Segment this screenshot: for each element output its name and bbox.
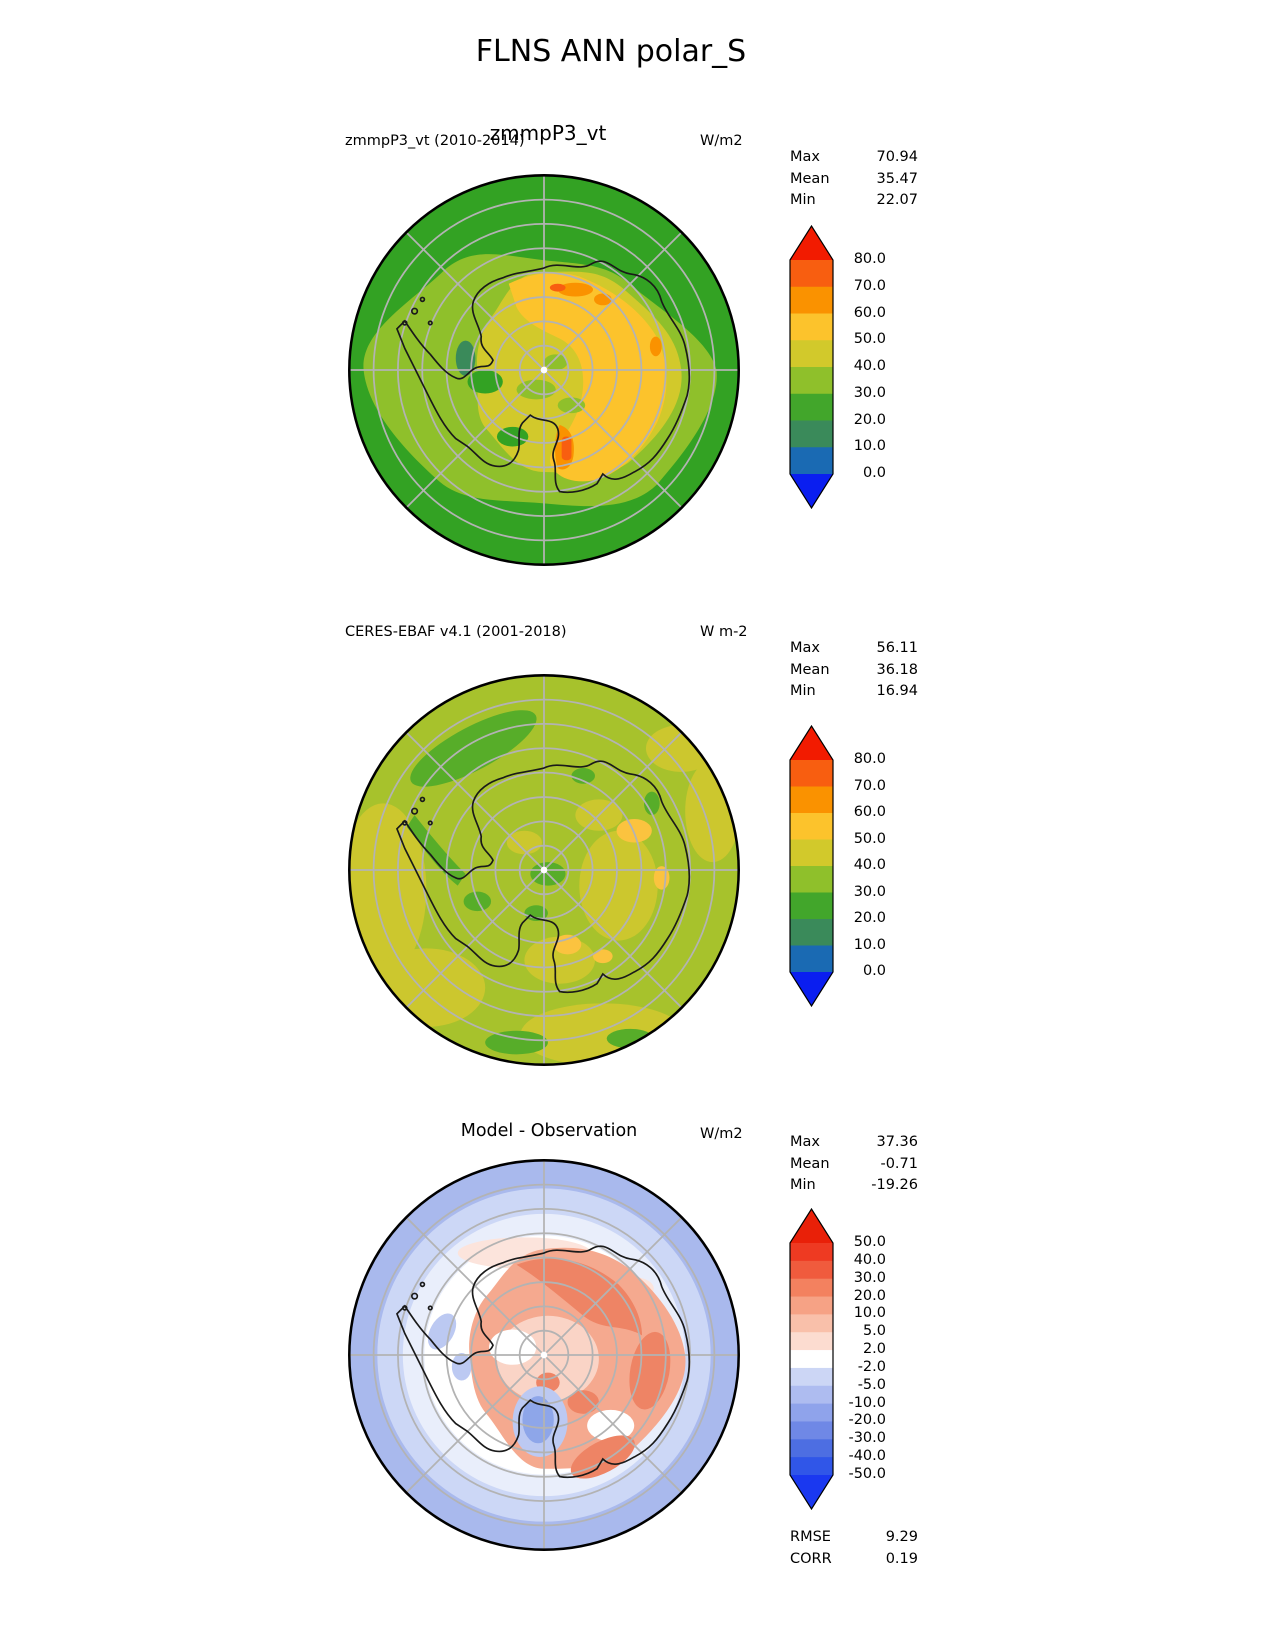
colorbar-tick-label: -30.0	[848, 1430, 886, 1447]
stat-value: 37.36	[876, 1134, 918, 1150]
stat-label: Min	[790, 192, 816, 208]
panel1-units: W/m2	[700, 133, 743, 149]
stat-row: Min -19.26	[790, 1175, 918, 1197]
coastline	[395, 760, 691, 994]
colorbar-tick-label: 40.0	[853, 857, 886, 873]
stat-value: 56.11	[876, 640, 918, 656]
stat-row: Mean 35.47	[790, 169, 918, 191]
stat-label: Min	[790, 1177, 816, 1193]
colorbar-tick-label: 0.0	[862, 465, 886, 481]
colorbar-tick-label: -2.0	[857, 1358, 886, 1375]
stat-row: Max 37.36	[790, 1132, 918, 1154]
colorbar-tick-label: 80.0	[853, 751, 886, 767]
colorbar-tick-label: 10.0	[853, 438, 886, 455]
panel2-units: W m-2	[700, 624, 748, 640]
metric-value: 0.19	[885, 1550, 918, 1567]
colorbar-tick-label: -5.0	[857, 1376, 886, 1393]
footer-metrics: RMSE 9.29 CORR 0.19	[790, 1527, 918, 1570]
stat-label: Min	[790, 683, 816, 699]
stat-row: Min 22.07	[790, 190, 918, 212]
colorbar-tick-label: 70.0	[853, 777, 886, 794]
stat-label: Mean	[790, 661, 830, 678]
colorbar-tick-label: 30.0	[853, 883, 886, 900]
panel1-subtitle: zmmpP3_vt (2010-2014)	[345, 133, 525, 149]
metric-row: CORR 0.19	[790, 1549, 918, 1571]
colorbar-tick-label: 20.0	[853, 411, 886, 428]
pole-dot	[540, 1351, 548, 1359]
map1-field	[349, 175, 739, 565]
stat-row: Mean 36.18	[790, 660, 918, 682]
colorbar-model: 80.0 70.0 60.0 50.0 40.0 30.0 20.0 10.0 0.0	[789, 225, 929, 509]
colorbar-tick-label: 10.0	[853, 1305, 886, 1322]
metric-label: CORR	[790, 1550, 832, 1567]
panel2-title: CERES-EBAF v4.1 (2001-2018)	[345, 624, 567, 640]
stat-row: Min 16.94	[790, 681, 918, 703]
stat-label: Mean	[790, 170, 830, 187]
stat-label: Mean	[790, 1155, 830, 1172]
colorbar-tick-label: 2.0	[862, 1341, 886, 1358]
colorbar-tick-label: 20.0	[853, 910, 886, 926]
colorbar-svg	[789, 225, 834, 509]
colorbar-svg	[789, 725, 834, 1007]
colorbar-tick-label: -20.0	[848, 1412, 886, 1429]
panel3-units: W/m2	[700, 1126, 743, 1142]
map1-outline	[348, 174, 740, 566]
colorbar-tick-label: 60.0	[853, 304, 886, 321]
metric-value: 9.29	[885, 1529, 918, 1545]
stat-value: -19.26	[871, 1177, 918, 1193]
stat-row: Max 70.94	[790, 147, 918, 169]
colorbar-tick-label: 70.0	[853, 277, 886, 294]
colorbar-tick-label: 50.0	[853, 1234, 886, 1250]
colorbar-tick-label: 20.0	[853, 1287, 886, 1304]
colorbar-tick-label: 40.0	[853, 358, 886, 374]
map-difference-panel	[348, 1159, 740, 1551]
panel2-stats: Max 56.11 Mean 36.18 Min 16.94	[790, 638, 918, 703]
map3-outline	[348, 1159, 740, 1551]
stat-label: Max	[790, 149, 820, 165]
colorbar-tick-label: 50.0	[853, 331, 886, 348]
coastline	[395, 260, 691, 494]
colorbar-tick-label: 60.0	[853, 804, 886, 820]
map2-outline	[348, 674, 740, 1066]
panel1-title: zmmpP3_vt	[489, 121, 607, 145]
pole-dot	[540, 366, 548, 374]
metric-row: RMSE 9.29	[790, 1527, 918, 1549]
colorbar-tick-label: 30.0	[853, 384, 886, 401]
panel3-title: Model - Observation	[460, 1121, 638, 1141]
figure-title: FLNS ANN polar_S	[475, 34, 747, 69]
colorbar-tick-label: 30.0	[853, 1269, 886, 1286]
stat-label: Max	[790, 640, 820, 656]
stat-label: Max	[790, 1134, 820, 1150]
colorbar-tick-label: 80.0	[853, 251, 886, 267]
stat-row: Mean -0.71	[790, 1154, 918, 1176]
colorbar-tick-label: -50.0	[848, 1466, 886, 1482]
stat-value: -0.71	[880, 1155, 918, 1172]
stat-value: 22.07	[876, 192, 918, 208]
colorbar-tick-label: -10.0	[848, 1394, 886, 1411]
stat-value: 35.47	[876, 170, 918, 187]
map3-field	[349, 1160, 739, 1550]
colorbar-tick-label: 0.0	[862, 963, 886, 979]
colorbar-observation: 80.0 70.0 60.0 50.0 40.0 30.0 20.0 10.0 0.0	[789, 725, 929, 1007]
colorbar-tick-label: 5.0	[862, 1323, 886, 1340]
colorbar-tick-label: -40.0	[848, 1448, 886, 1465]
coastline	[395, 1245, 691, 1479]
panel3-stats: Max 37.36 Mean -0.71 Min -19.26	[790, 1132, 918, 1197]
map-observation-panel	[348, 674, 740, 1066]
metric-label: RMSE	[790, 1529, 831, 1545]
colorbar-difference: 50.0 40.0 30.0 20.0 10.0 5.0 2.0 -2.0 -5.0 -10.0-…	[789, 1208, 929, 1510]
map-model-panel	[348, 174, 740, 566]
stat-value: 70.94	[876, 149, 918, 165]
colorbar-tick-label: 10.0	[853, 936, 886, 953]
pole-dot	[540, 866, 548, 874]
stat-value: 36.18	[876, 661, 918, 678]
colorbar-tick-label: 50.0	[853, 830, 886, 847]
stat-value: 16.94	[876, 683, 918, 699]
stat-row: Max 56.11	[790, 638, 918, 660]
colorbar-svg	[789, 1208, 834, 1510]
panel1-stats: Max 70.94 Mean 35.47 Min 22.07	[790, 147, 918, 212]
colorbar-tick-label: 40.0	[853, 1251, 886, 1268]
